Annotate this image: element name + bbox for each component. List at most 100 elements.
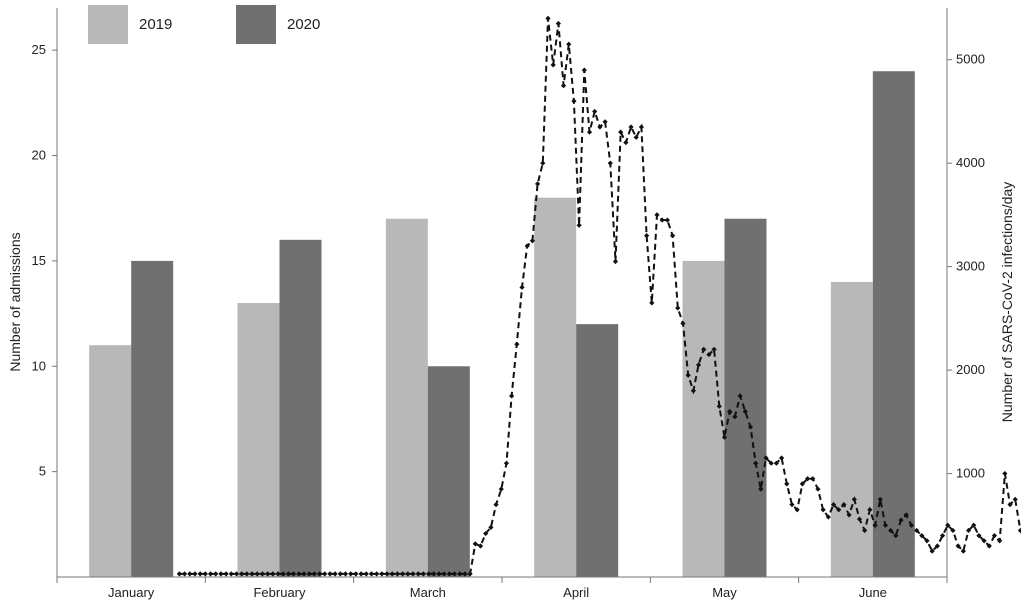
bar-2019-march — [385, 218, 428, 578]
infection-point — [888, 527, 894, 534]
bar-2019-january — [89, 345, 132, 577]
infection-point — [706, 351, 712, 358]
bar-2020-february — [279, 239, 322, 577]
infection-point — [498, 486, 504, 492]
infection-point — [483, 530, 489, 537]
infection-point — [644, 233, 650, 239]
infection-point — [285, 571, 291, 577]
infection-point — [550, 62, 556, 68]
infection-point — [296, 571, 302, 577]
infection-point — [348, 571, 354, 577]
infection-point — [633, 134, 639, 140]
infection-point — [716, 403, 722, 409]
infection-point — [846, 512, 852, 518]
infection-point — [623, 139, 629, 146]
x-tick-label-january: January — [108, 585, 155, 600]
infection-point — [441, 571, 447, 577]
infection-point — [223, 571, 229, 577]
infection-point — [732, 414, 738, 420]
infection-point — [867, 507, 873, 513]
infection-point — [524, 243, 530, 249]
infection-point — [265, 571, 271, 577]
infection-point — [711, 346, 717, 352]
bar-2019-april — [534, 197, 577, 577]
infection-point — [342, 571, 349, 577]
infection-point — [747, 424, 754, 430]
infection-point — [187, 571, 193, 577]
infection-point — [540, 160, 546, 166]
infection-point — [997, 538, 1003, 544]
infection-point — [233, 571, 240, 577]
infection-point — [695, 362, 702, 368]
infection-point — [400, 571, 406, 577]
y-axis-label: Number of admissions — [7, 232, 23, 371]
infection-point — [451, 571, 458, 577]
infection-point — [363, 571, 369, 577]
infection-point — [597, 124, 603, 130]
infection-point — [654, 212, 660, 218]
infection-point — [945, 522, 951, 528]
infection-point — [477, 543, 484, 549]
infection-point — [1002, 470, 1008, 477]
infection-point — [799, 481, 805, 487]
infection-point — [529, 238, 536, 244]
x-tick-label-april: April — [563, 585, 589, 600]
infection-point — [680, 320, 686, 327]
infection-point — [903, 512, 909, 518]
infection-point — [316, 571, 323, 577]
infection-point — [181, 571, 188, 577]
infection-point — [509, 393, 515, 399]
infection-line-group — [176, 15, 1021, 577]
infection-point — [986, 543, 992, 549]
infection-point — [1007, 501, 1013, 508]
infection-point — [467, 571, 473, 577]
x-tick-label-march: March — [410, 585, 446, 600]
infection-point — [306, 571, 312, 577]
infection-point — [815, 486, 821, 492]
infection-point — [197, 571, 203, 577]
infection-point — [192, 571, 198, 577]
infection-point — [810, 476, 816, 482]
infection-point — [659, 217, 665, 223]
infection-point — [638, 124, 645, 130]
infection-point — [862, 527, 868, 534]
infection-point — [384, 571, 390, 577]
infection-point — [913, 527, 920, 534]
infection-point — [991, 533, 998, 539]
infection-point — [586, 129, 593, 135]
infection-point — [919, 533, 925, 539]
infection-point — [960, 548, 966, 554]
infection-point — [213, 571, 219, 577]
legend-swatch-2019 — [88, 5, 128, 44]
infection-point — [607, 160, 613, 166]
y2-axis-label: Number of SARS-CoV-2 infections/day — [999, 182, 1015, 422]
infection-point — [472, 541, 478, 547]
infection-point — [955, 543, 961, 549]
infection-point — [929, 548, 935, 554]
bar-2019-february — [237, 303, 280, 577]
infection-point — [493, 501, 499, 508]
infection-point — [1017, 527, 1021, 534]
infection-point — [514, 341, 520, 347]
infection-point — [389, 571, 395, 577]
legend-label-2020: 2020 — [287, 16, 320, 33]
infection-point — [254, 571, 260, 577]
infection-point — [244, 571, 250, 577]
bar-2020-march — [427, 366, 470, 577]
infection-point — [669, 233, 676, 239]
infection-point — [753, 460, 759, 466]
x-tick-label-february: February — [253, 585, 306, 600]
infection-point — [545, 15, 551, 21]
infection-point — [721, 434, 728, 440]
x-tick-label-june: June — [859, 585, 887, 600]
infection-point — [664, 217, 670, 223]
infection-point — [503, 460, 510, 466]
infection-point — [908, 522, 914, 528]
infection-point — [420, 571, 426, 577]
y-ticks: 5 10 15 20 25 — [32, 42, 57, 479]
bar-2019-may — [682, 260, 725, 577]
infection-point — [218, 571, 224, 577]
infection-point — [410, 571, 416, 577]
infection-point — [436, 571, 442, 577]
